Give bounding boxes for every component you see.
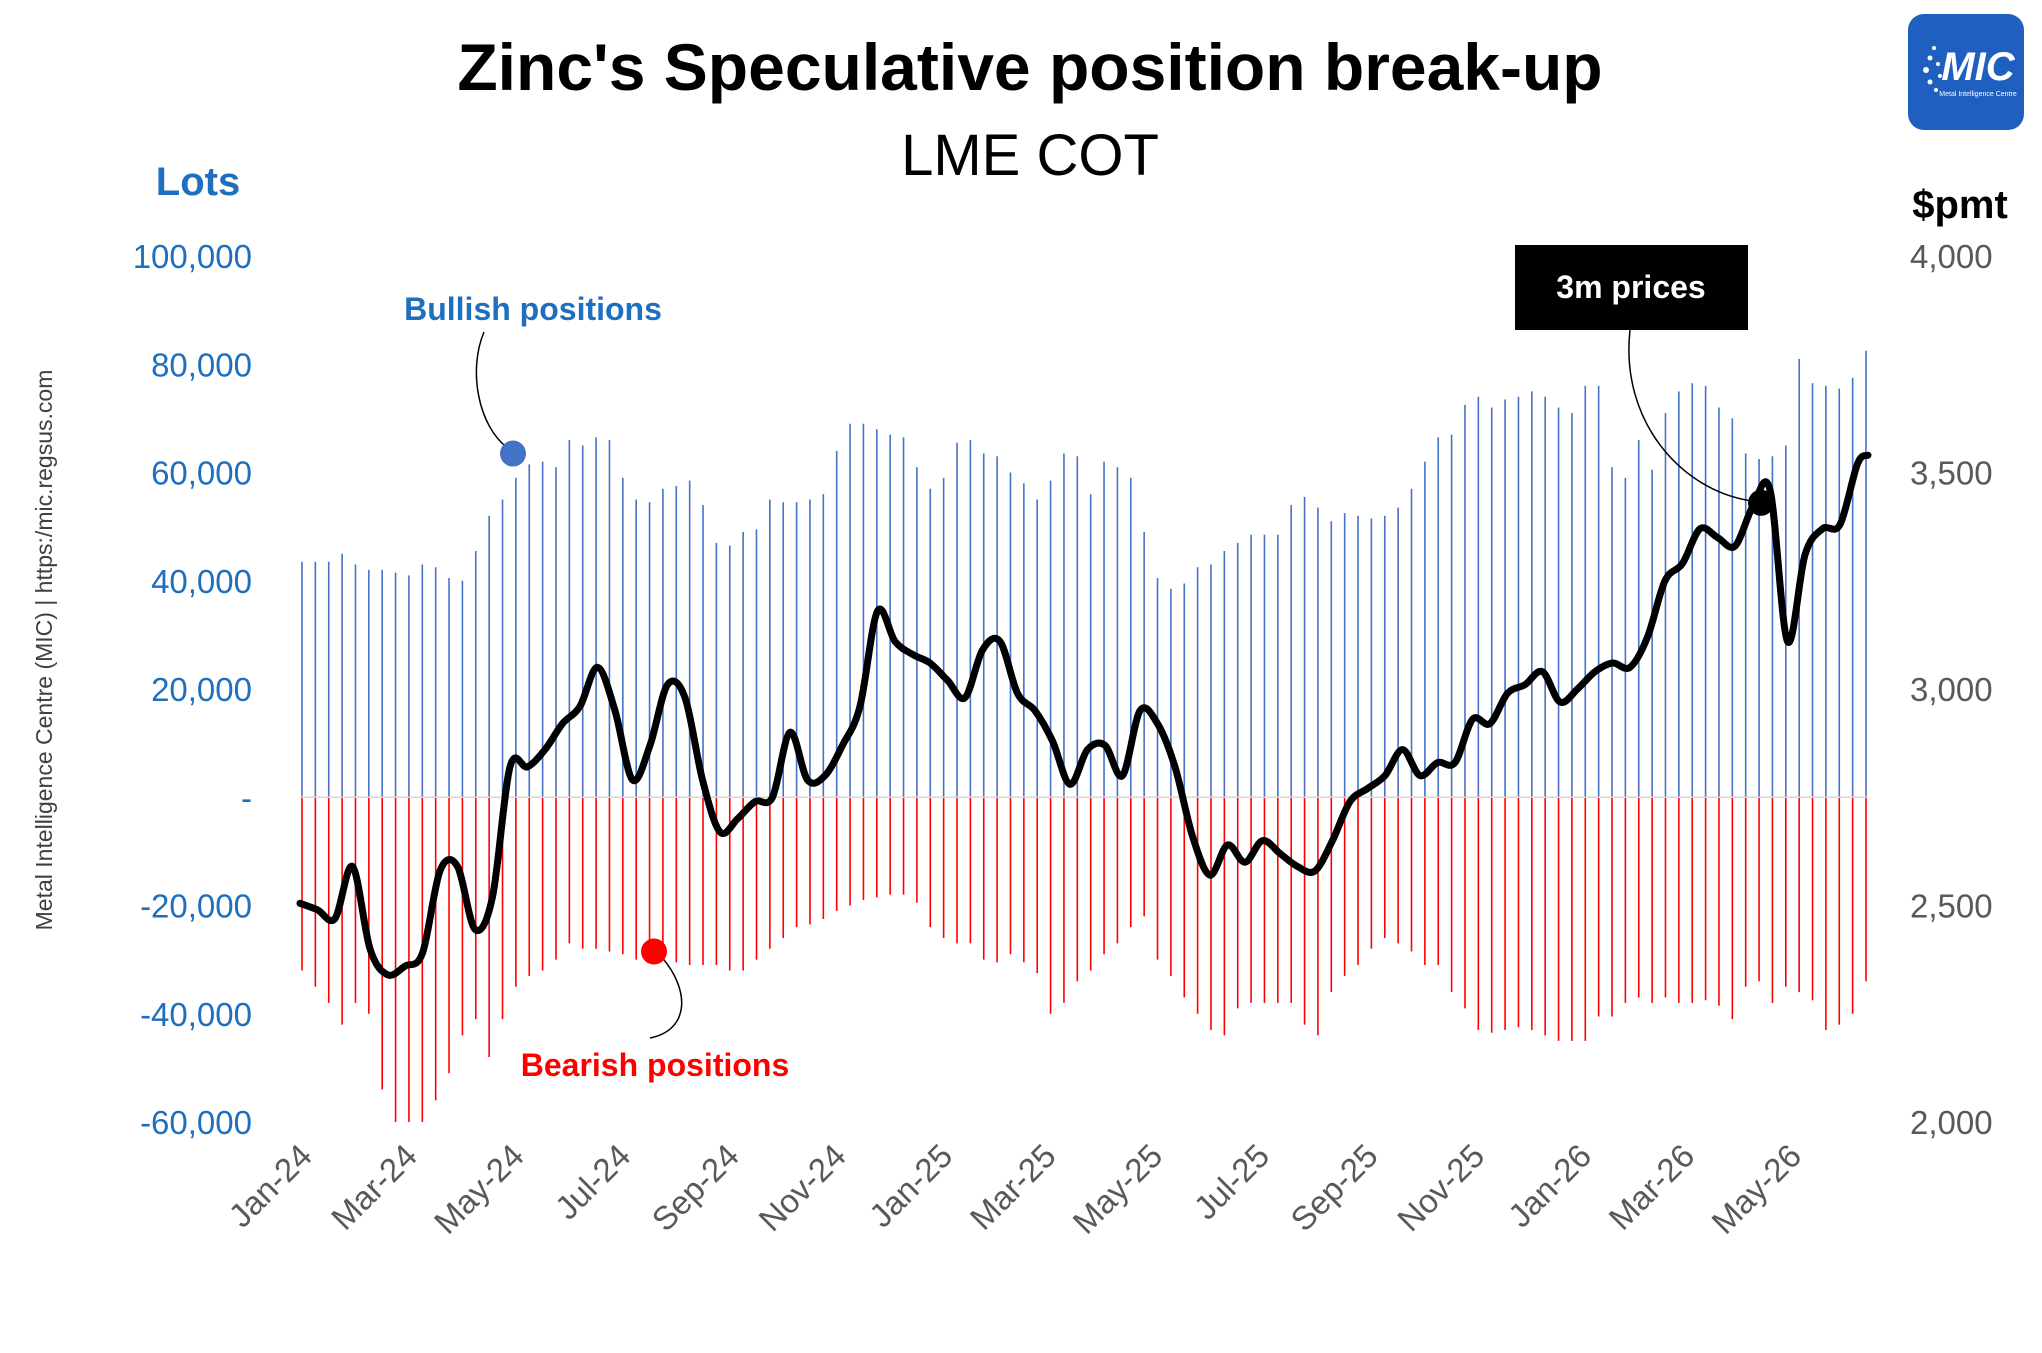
x-tick-label: Mar-25: [963, 1137, 1063, 1237]
right-axis-ticks: 4,000 3,500 3,000 2,500 2,000: [1910, 238, 1993, 1141]
bearish-annotation: Bearish positions: [521, 1047, 790, 1083]
right-tick-label: 2,000: [1910, 1104, 1993, 1141]
x-tick-label: Mar-26: [1601, 1137, 1701, 1237]
left-tick-label: 80,000: [151, 346, 252, 383]
x-tick-label: Sep-25: [1283, 1137, 1384, 1238]
left-tick-label: 40,000: [151, 563, 252, 600]
x-tick-label: Sep-24: [645, 1137, 746, 1238]
left-tick-label: 100,000: [133, 238, 252, 275]
x-tick-label: Nov-25: [1390, 1137, 1491, 1238]
x-tick-label: Jan-25: [862, 1137, 960, 1235]
x-axis-ticks: Jan-24 Mar-24 May-24 Jul-24 Sep-24 Nov-24 Jan-…: [221, 1137, 1808, 1241]
bullish-leader-line: [475, 331, 508, 449]
left-tick-label: -60,000: [140, 1104, 252, 1141]
bullish-annotation: Bullish positions: [404, 291, 662, 327]
x-tick-label: Jan-24: [221, 1137, 319, 1235]
right-tick-label: 4,000: [1910, 238, 1993, 275]
x-tick-label: Mar-24: [324, 1137, 424, 1237]
annotations: Bullish positions Bearish positions 3m pri…: [404, 245, 1774, 1083]
logo-text: MIC: [1941, 45, 2015, 89]
x-tick-label: Nov-24: [751, 1137, 852, 1238]
logo-badge: [1908, 14, 2024, 130]
chart-title: Zinc's Speculative position break-up: [457, 30, 1602, 104]
left-tick-label: 60,000: [151, 455, 252, 492]
left-tick-label: -: [241, 779, 252, 816]
bullish-marker: [500, 440, 526, 467]
right-tick-label: 3,500: [1910, 455, 1993, 492]
x-tick-label: Jul-25: [1187, 1137, 1277, 1227]
bearish-marker: [641, 938, 667, 965]
x-tick-label: May-26: [1704, 1137, 1808, 1241]
logo-dots-icon: [1923, 46, 1942, 92]
x-tick-label: Jul-24: [548, 1137, 638, 1227]
left-axis-ticks: 100,000 80,000 60,000 40,000 20,000 - -20,000 -…: [133, 238, 252, 1141]
left-tick-label: 20,000: [151, 671, 252, 708]
price-label-box: [1515, 245, 1748, 330]
bullish-bars: [301, 350, 1867, 798]
right-axis-unit: $pmt: [1912, 183, 2008, 227]
x-tick-label: May-24: [427, 1137, 531, 1241]
x-tick-label: Jan-26: [1501, 1137, 1599, 1235]
side-attribution-label: Metal Intelligence Centre (MIC) | https:…: [31, 370, 57, 931]
right-tick-label: 2,500: [1910, 888, 1993, 925]
left-tick-label: -40,000: [140, 996, 252, 1033]
right-tick-label: 3,000: [1910, 671, 1993, 708]
logo-subtext: Metal Intelligence Centre: [1939, 91, 2017, 98]
x-tick-label: May-25: [1065, 1137, 1169, 1241]
price-marker: [1748, 489, 1774, 516]
price-line-group: [296, 451, 1872, 979]
left-tick-label: -20,000: [140, 888, 252, 925]
price-leader-line: [1628, 329, 1752, 502]
price-annotation: 3m prices: [1556, 269, 1705, 305]
price-line: [296, 451, 1872, 979]
chart-subtitle: LME COT: [901, 123, 1159, 188]
mic-logo: MIC Metal Intelligence Centre: [1908, 14, 2024, 130]
bearish-leader-line: [649, 957, 683, 1039]
left-axis-unit: Lots: [156, 160, 240, 204]
